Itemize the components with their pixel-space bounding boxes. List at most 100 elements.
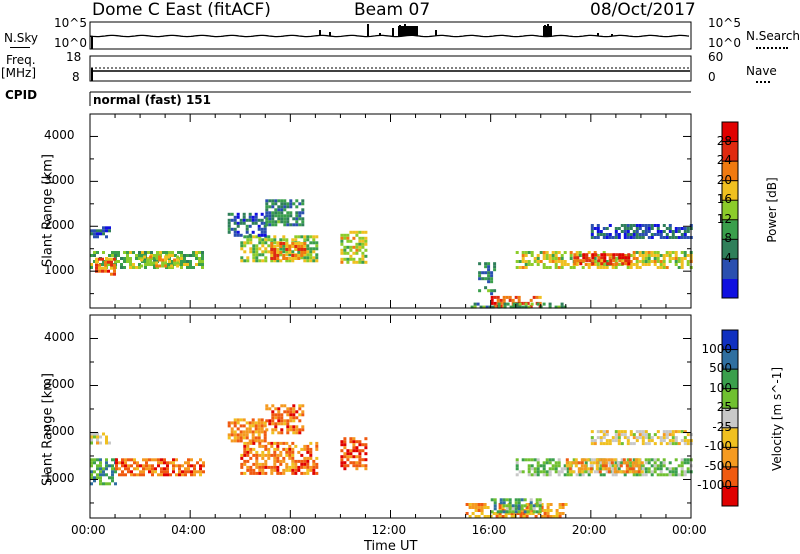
velocity-cell (130, 458, 133, 462)
velocity-cell (605, 439, 609, 443)
velocity-cell (361, 464, 365, 468)
power-cell (279, 242, 283, 245)
power-cell (576, 259, 580, 263)
power-cell (364, 260, 368, 264)
power-cell (668, 236, 672, 239)
velocity-cell (629, 464, 633, 468)
power-cell (274, 199, 278, 203)
velocity-cell (358, 449, 362, 453)
velocity-cell (595, 464, 599, 468)
velocity-cell (93, 432, 96, 436)
power-cell (548, 257, 552, 260)
velocity-cell (355, 440, 359, 444)
velocity-cell (640, 461, 644, 465)
velocity-cell (514, 501, 518, 505)
power-cell (355, 233, 359, 237)
velocity-cell (184, 461, 187, 465)
power-cell (605, 227, 609, 230)
velocity-cell (240, 465, 244, 469)
power-cell (312, 235, 316, 239)
velocity-cell (589, 464, 593, 468)
velocity-cell (118, 473, 121, 477)
velocity-colorbar-tick: -25 (712, 419, 732, 434)
velocity-cell (254, 427, 258, 431)
power-cell (596, 266, 600, 269)
velocity-cell (477, 515, 481, 518)
power-cell (295, 199, 299, 203)
power-cell (276, 244, 280, 248)
power-cell (155, 264, 159, 268)
velocity-cell (163, 467, 166, 471)
power-cell (201, 254, 204, 257)
velocity-cell (659, 473, 663, 477)
velocity-cell (529, 498, 533, 502)
velocity-cell (264, 447, 268, 451)
velocity-cell (286, 428, 290, 432)
velocity-cell (601, 461, 605, 465)
velocity-cell (343, 452, 347, 456)
power-cell (171, 251, 174, 254)
velocity-cell (90, 461, 93, 465)
velocity-cell (483, 515, 487, 518)
velocity-cell (653, 458, 657, 462)
velocity-cell (258, 453, 262, 457)
power-cell (508, 295, 512, 299)
velocity-cell (93, 458, 96, 462)
velocity-cell (683, 461, 687, 465)
velocity-cell (557, 458, 561, 462)
power-cell (650, 227, 654, 230)
velocity-cell (251, 418, 255, 422)
velocity-cell (139, 464, 142, 468)
power-cell (686, 230, 690, 233)
power-cell (297, 235, 301, 239)
velocity-cell (540, 509, 544, 512)
velocity-cell (631, 467, 635, 471)
velocity-cell (181, 464, 184, 468)
velocity-cell (534, 515, 538, 518)
velocity-cell (511, 504, 515, 508)
power-cell (573, 262, 577, 266)
power-cell (248, 233, 252, 237)
power-cell (149, 255, 153, 259)
velocity-cell (513, 515, 517, 518)
power-cell (349, 254, 353, 258)
power-cell (638, 266, 642, 269)
power-cell (493, 265, 497, 269)
power-cell (271, 211, 275, 215)
velocity-cell (271, 416, 275, 420)
velocity-cell (133, 458, 136, 462)
power-cell (614, 266, 618, 269)
power-cell (243, 250, 247, 254)
power-cell (653, 254, 657, 257)
velocity-cell (96, 473, 99, 477)
power-cell (665, 254, 669, 257)
power-cell (632, 233, 636, 236)
velocity-cell (172, 467, 175, 471)
velocity-cell (518, 470, 522, 474)
power-cell (93, 232, 96, 236)
velocity-cell (163, 470, 166, 474)
power-cell (617, 236, 621, 239)
power-cell (101, 269, 104, 273)
velocity-cell (111, 458, 114, 462)
velocity-cell (558, 515, 562, 518)
power-cell (641, 233, 645, 236)
velocity-cell (607, 458, 611, 462)
velocity-cell (127, 458, 130, 462)
velocity-cell (656, 436, 660, 440)
power-cell (242, 215, 246, 219)
velocity-cell (614, 439, 618, 443)
power-cell (309, 250, 313, 254)
velocity-cell (340, 461, 344, 465)
power-cell (602, 227, 606, 230)
power-cell (641, 260, 645, 263)
power-cell (312, 250, 316, 254)
power-cell (291, 238, 295, 242)
power-cell (608, 224, 612, 227)
velocity-cell (565, 461, 569, 465)
velocity-cell (505, 510, 509, 514)
velocity-cell (133, 473, 136, 477)
velocity-cell (538, 504, 542, 508)
nsearch-label: N.Search (746, 29, 800, 43)
velocity-cell (568, 470, 572, 474)
